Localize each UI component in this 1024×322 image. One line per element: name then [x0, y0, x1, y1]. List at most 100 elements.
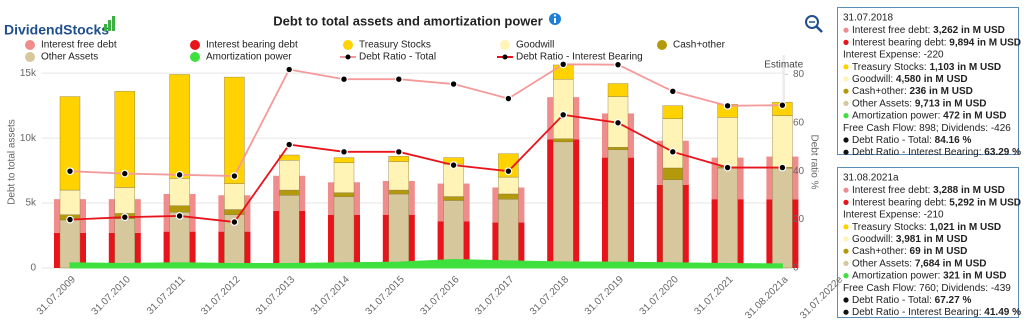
tooltip-value: 41.49 % [984, 307, 1021, 318]
tooltip-value: 9,894 in M USD [949, 37, 1021, 48]
tooltip-marker [843, 248, 849, 254]
tooltip-marker [843, 27, 849, 33]
logo-bar [104, 24, 107, 31]
bar-segment [772, 168, 793, 269]
tooltip-label: Other Assets: [852, 98, 915, 109]
line-point [723, 101, 732, 110]
tooltip-value: 3,981 in M USD [896, 234, 968, 245]
y-tick-label: 5k [25, 198, 37, 209]
tooltip-label: Goodwill: [852, 234, 896, 245]
x-tick-label: 31.07.2011 [145, 274, 188, 317]
tooltip-line: Interest free debt: 3,288 in M USD [852, 185, 1005, 196]
tooltip-label: Interest Expense: -220 [843, 49, 944, 60]
tooltip-value: 7,684 in M USD [915, 258, 987, 269]
legend-marker [502, 54, 508, 60]
bar-segment [717, 167, 738, 269]
bar-segment [333, 196, 355, 269]
legend-marker [190, 40, 200, 50]
y-tick-label: 10k [20, 133, 37, 144]
info-icon[interactable] [549, 13, 561, 25]
tooltip-value: 63.29 % [984, 147, 1021, 158]
tooltip-label: Interest free debt: [852, 25, 933, 36]
bar-segment [169, 211, 190, 269]
bar-segment [388, 193, 409, 269]
tooltip-marker [843, 273, 849, 279]
legend-marker [190, 52, 200, 62]
line-point [175, 212, 184, 220]
legend-marker [500, 40, 510, 50]
tooltip-marker [843, 309, 849, 315]
x-tick-label: 31.07.2020 [638, 274, 681, 317]
bar-segment [169, 74, 190, 179]
bar-segment [443, 200, 464, 269]
legend-label: Amortization power [206, 52, 292, 63]
line-point [559, 110, 568, 119]
tooltip-value: 3,288 in M USD [933, 185, 1005, 196]
bar-segment [224, 76, 245, 184]
tooltip-marker [843, 149, 849, 155]
tooltip-date: 31.08.2021a [843, 173, 899, 184]
tooltip-line: Goodwill: 3,981 in M USD [852, 234, 968, 245]
legend-marker [657, 40, 667, 50]
tooltip-marker [843, 297, 849, 303]
legend-marker [343, 40, 353, 50]
tooltip-marker [843, 39, 849, 46]
line-point [723, 163, 732, 172]
y2-axis-title: Debt ratio % [808, 134, 819, 189]
legend-label: Other Assets [41, 52, 98, 63]
tooltip-label: Cash+other: [852, 246, 910, 257]
x-tick-label: 31.07.2015 [364, 274, 407, 317]
tooltip-line: Debt Ratio - Interest Bearing: 63.29 % [852, 147, 1021, 158]
tooltip-marker [843, 187, 849, 193]
tooltip-value: 67.27 % [935, 295, 972, 306]
tooltip-line: Interest Expense: -220 [843, 49, 944, 60]
tooltip-label: Debt Ratio - Interest Bearing: [852, 307, 984, 318]
tooltip-marker [843, 224, 849, 230]
line-point [614, 60, 622, 69]
line-point [559, 60, 568, 69]
legend-label: Goodwill [516, 40, 554, 51]
tooltip-line: Other Assets: 7,684 in M USD [852, 258, 987, 269]
y-axis-title: Debt to total assets [7, 119, 18, 205]
line [69, 63, 783, 177]
tooltip-line: Cash+other: 69 in M USD [852, 246, 967, 257]
tooltip-box [837, 167, 1019, 318]
tooltip-line: Treasury Stocks: 1,021 in M USD [852, 221, 1001, 232]
line [69, 113, 783, 223]
line-point [504, 94, 513, 103]
logo: DividendStocks [4, 16, 115, 38]
tooltip-label: Other Assets: [852, 258, 915, 269]
line-point [778, 163, 787, 172]
line-point [778, 101, 787, 110]
tooltip-label: Amortization power: [852, 270, 943, 281]
bar-segment [388, 161, 409, 191]
tooltip-line: Debt Ratio - Total: 67.27 % [852, 295, 971, 306]
tooltip-value: 236 in M USD [910, 86, 973, 97]
bar-segment [498, 198, 519, 269]
tooltip-marker [843, 199, 849, 205]
bar-segment [114, 218, 136, 269]
tooltip-label: Treasury Stocks: [852, 221, 929, 232]
bar-segment [553, 79, 574, 139]
line-point [449, 161, 458, 170]
tooltip-marker [843, 88, 849, 94]
bar-segment [59, 219, 81, 269]
bar-segment [224, 183, 245, 210]
tooltip-label: Debt Ratio - Interest Bearing: [852, 147, 984, 158]
bar-segment [662, 105, 683, 119]
tooltip-label: Free Cash Flow: 898; Dividends: -426 [843, 122, 1011, 133]
tooltip-marker [843, 260, 849, 266]
legend-label: Interest free debt [41, 40, 117, 51]
tooltip-label: Free Cash Flow: 760; Dividends: -439 [843, 282, 1011, 293]
tooltip-marker [843, 100, 849, 106]
bar-segment [717, 117, 738, 167]
tooltip-label: Debt Ratio - Total: [852, 135, 935, 146]
line-point [614, 118, 622, 127]
tooltip-label: Interest bearing debt: [852, 197, 949, 208]
zoom-button[interactable] [805, 15, 823, 33]
legend-label: Debt Ratio - Total [359, 52, 436, 63]
y2-tick-label: 60 [793, 117, 805, 128]
tooltip-line: Amortization power: 472 in M USD [852, 110, 1007, 121]
bar-segment [59, 189, 81, 215]
